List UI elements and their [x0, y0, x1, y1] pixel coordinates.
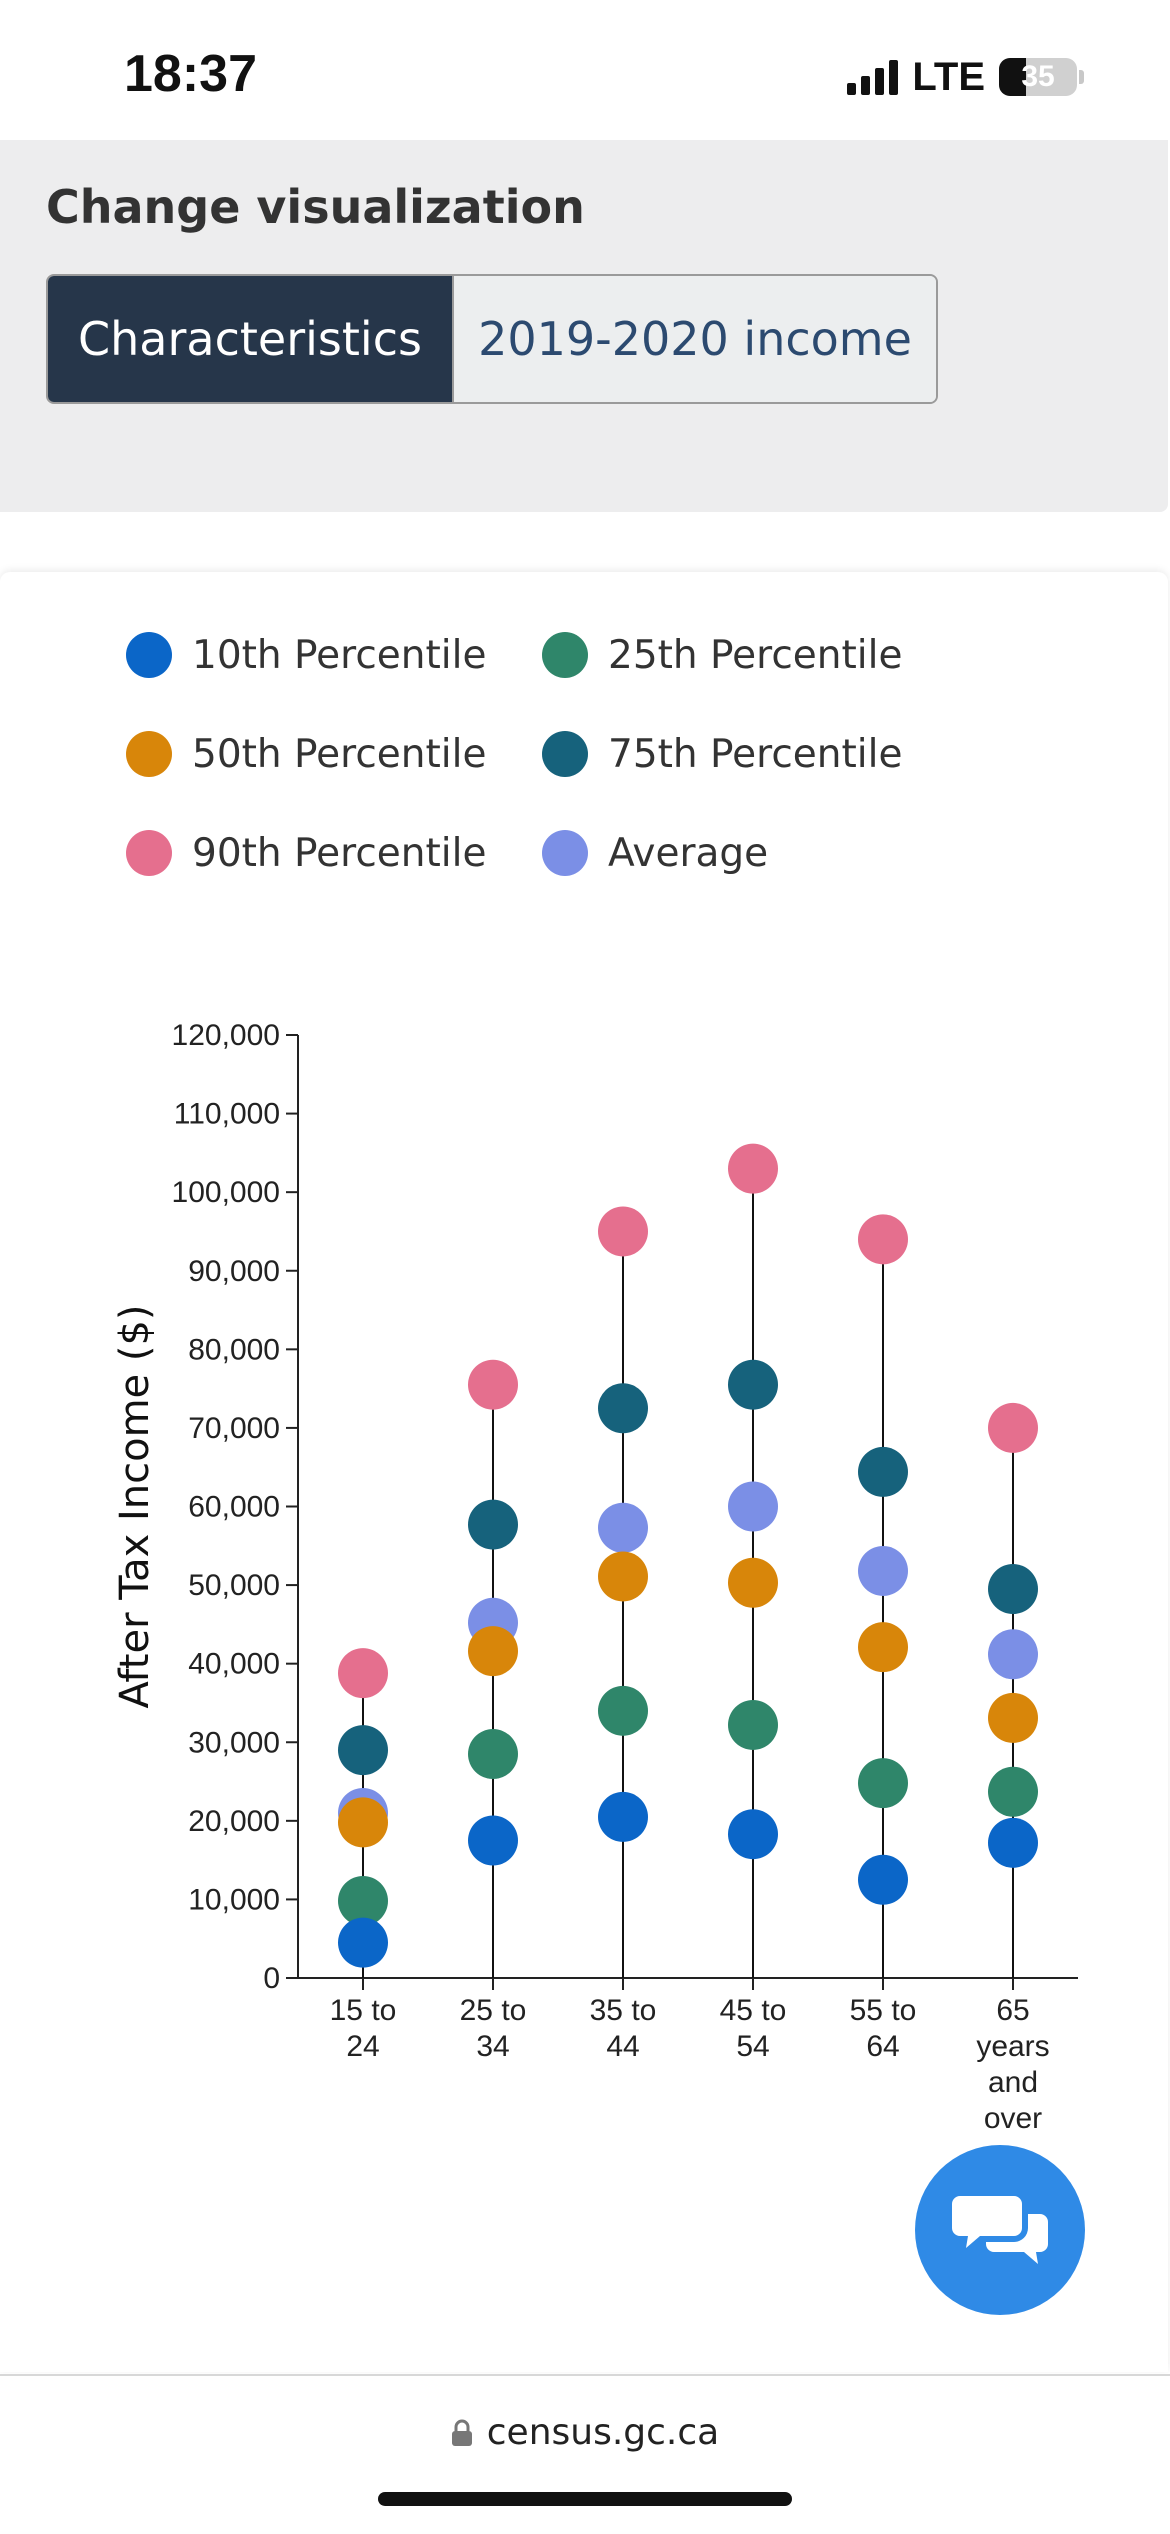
status-time: 18:37	[124, 45, 257, 103]
chart-card: 10th Percentile 25th Percentile 50th Per…	[0, 572, 1168, 2372]
data-point-p90	[988, 1402, 1038, 1453]
x-tick-label: 65 years and over	[976, 1994, 1049, 2135]
status-indicators: LTE 35	[847, 52, 1084, 102]
x-tick-label: 15 to 24	[330, 1994, 397, 2063]
data-point-p10	[338, 1917, 388, 1968]
data-point-p50	[598, 1551, 648, 1602]
data-point-p90	[728, 1143, 778, 1194]
data-point-p50	[858, 1622, 908, 1673]
status-bar: 18:37 LTE 35	[0, 0, 1170, 140]
tab-characteristics[interactable]: Characteristics	[48, 276, 452, 402]
data-point-p75	[598, 1383, 648, 1434]
y-tick-label: 30,000	[188, 1726, 280, 1759]
y-axis-title: After Tax Income ($)	[112, 1304, 158, 1708]
data-point-p10	[858, 1854, 908, 1905]
data-point-p75	[338, 1725, 388, 1776]
view-toggle: Characteristics 2019-2020 income	[46, 274, 938, 404]
legend-dot-avg	[542, 830, 588, 876]
data-point-avg	[858, 1545, 908, 1596]
data-point-p50	[338, 1797, 388, 1848]
y-tick-label: 10,000	[188, 1883, 280, 1916]
legend-dot-p50	[126, 731, 172, 777]
chat-bubbles-icon	[952, 2196, 1048, 2264]
legend-dot-p25	[542, 632, 588, 678]
data-point-p75	[858, 1446, 908, 1497]
y-tick-label: 90,000	[188, 1255, 280, 1288]
tab-income[interactable]: 2019-2020 income	[452, 276, 936, 402]
y-tick-label: 50,000	[188, 1569, 280, 1602]
browser-url-bar: census.gc.ca	[0, 2374, 1170, 2534]
y-tick-label: 20,000	[188, 1805, 280, 1838]
data-point-avg	[598, 1502, 648, 1553]
y-tick-label: 110,000	[174, 1098, 280, 1131]
url-text: census.gc.ca	[486, 2412, 720, 2453]
legend-label: 90th Percentile	[192, 830, 487, 876]
data-point-p90	[468, 1359, 518, 1410]
legend-dot-p10	[126, 632, 172, 678]
battery-icon: 35	[999, 58, 1077, 96]
home-indicator	[378, 2492, 792, 2506]
legend-item-p50: 50th Percentile	[126, 731, 486, 777]
data-point-p25	[988, 1766, 1038, 1817]
data-point-p75	[468, 1499, 518, 1550]
legend-item-p10: 10th Percentile	[126, 632, 486, 678]
data-point-p50	[468, 1626, 518, 1677]
data-point-avg	[988, 1629, 1038, 1680]
data-point-p25	[338, 1875, 388, 1926]
data-point-p90	[858, 1214, 908, 1265]
legend-item-p90: 90th Percentile	[126, 830, 486, 876]
legend-label: 10th Percentile	[192, 632, 487, 678]
data-point-avg	[728, 1481, 778, 1532]
legend-label: 50th Percentile	[192, 731, 487, 777]
battery-level: 35	[1021, 60, 1055, 93]
legend-label: 25th Percentile	[608, 632, 903, 678]
y-tick-label: 80,000	[188, 1333, 280, 1366]
visualization-controls: Change visualization Characteristics 201…	[0, 140, 1168, 512]
y-tick-label: 40,000	[188, 1648, 280, 1681]
data-point-p25	[728, 1699, 778, 1750]
y-tick-label: 100,000	[172, 1176, 280, 1209]
legend-label: Average	[608, 830, 769, 876]
url-display[interactable]: census.gc.ca	[0, 2412, 1170, 2453]
data-point-p25	[858, 1758, 908, 1809]
data-point-p25	[468, 1729, 518, 1780]
legend-dot-p75	[542, 731, 588, 777]
data-point-p90	[338, 1648, 388, 1699]
data-point-p90	[598, 1206, 648, 1257]
x-tick-label: 35 to 44	[590, 1994, 657, 2063]
data-point-p50	[988, 1692, 1038, 1743]
lock-icon	[451, 2419, 472, 2446]
legend-item-p75: 75th Percentile	[542, 731, 902, 777]
legend-dot-p90	[126, 830, 172, 876]
data-point-p75	[728, 1359, 778, 1410]
network-label: LTE	[912, 54, 985, 99]
data-point-p10	[468, 1815, 518, 1866]
legend-item-p25: 25th Percentile	[542, 632, 902, 678]
data-point-p25	[598, 1685, 648, 1736]
data-point-p10	[988, 1817, 1038, 1868]
y-tick-label: 120,000	[172, 1019, 280, 1052]
y-tick-label: 0	[263, 1962, 280, 1995]
data-point-p10	[598, 1791, 648, 1842]
legend-label: 75th Percentile	[608, 731, 903, 777]
data-point-p10	[728, 1809, 778, 1860]
x-tick-label: 25 to 34	[460, 1994, 527, 2063]
x-tick-label: 45 to 54	[720, 1994, 787, 2063]
chat-button[interactable]	[915, 2145, 1085, 2315]
income-dot-chart: 0 10,000 20,000 30,000 40,000 50,000 60,000 70,…	[112, 1019, 1078, 2135]
x-tick-label: 55 to 64	[850, 1994, 917, 2063]
y-tick-label: 70,000	[188, 1412, 280, 1445]
y-tick-label: 60,000	[188, 1491, 280, 1524]
battery-tip	[1079, 70, 1084, 84]
legend-item-avg: Average	[542, 830, 768, 876]
signal-strength-icon	[847, 59, 899, 95]
data-point-p75	[988, 1564, 1038, 1615]
panel-title: Change visualization	[46, 180, 585, 234]
data-point-p50	[728, 1557, 778, 1608]
